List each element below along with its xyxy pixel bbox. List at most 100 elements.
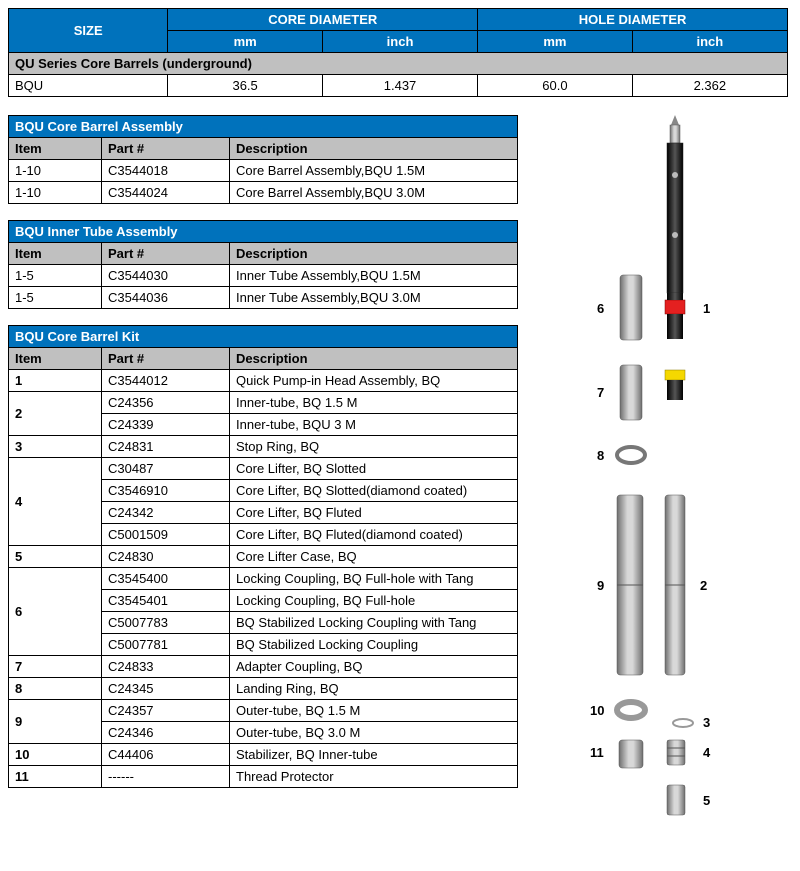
cell-part: C24357 <box>102 700 230 722</box>
cell-desc: Quick Pump-in Head Assembly, BQ <box>230 370 518 392</box>
cell-item: 2 <box>9 392 102 436</box>
col-header: Part # <box>102 138 230 160</box>
diagram-label-9: 9 <box>597 578 604 593</box>
cell-part: C5001509 <box>102 524 230 546</box>
cell-item: 7 <box>9 656 102 678</box>
cell-desc: Core Lifter, BQ Slotted <box>230 458 518 480</box>
cell: Core Barrel Assembly,BQU 1.5M <box>230 160 518 182</box>
table-row: 4C30487Core Lifter, BQ Slotted <box>9 458 518 480</box>
diagram-label-8: 8 <box>597 448 604 463</box>
table-row: 8C24345Landing Ring, BQ <box>9 678 518 700</box>
diagram-label-1: 1 <box>703 301 710 316</box>
cell-desc: Locking Coupling, BQ Full-hole with Tang <box>230 568 518 590</box>
cell-desc: Inner-tube, BQU 3 M <box>230 414 518 436</box>
cell-item: 9 <box>9 700 102 744</box>
cell: Inner Tube Assembly,BQU 1.5M <box>230 265 518 287</box>
table-row: 2C24356Inner-tube, BQ 1.5 M <box>9 392 518 414</box>
cell-hole-in: 2.362 <box>632 75 787 97</box>
cell-desc: Core Lifter, BQ Fluted(diamond coated) <box>230 524 518 546</box>
table-row: 6C3545400Locking Coupling, BQ Full-hole … <box>9 568 518 590</box>
diagram-label-2: 2 <box>700 578 707 593</box>
parts-table-0: BQU Core Barrel AssemblyItemPart #Descri… <box>8 115 518 204</box>
cell-part: C24346 <box>102 722 230 744</box>
hdr-size: SIZE <box>9 9 168 53</box>
hdr-hole-mm: mm <box>478 31 633 53</box>
cell-desc: BQ Stabilized Locking Coupling with Tang <box>230 612 518 634</box>
col-header: Item <box>9 243 102 265</box>
cell-name: BQU <box>9 75 168 97</box>
col-header: Description <box>230 348 518 370</box>
cell-hole-mm: 60.0 <box>478 75 633 97</box>
cell-part: C3546910 <box>102 480 230 502</box>
table-title: BQU Core Barrel Assembly <box>9 116 518 138</box>
cell: C3544024 <box>102 182 230 204</box>
cell: C3544018 <box>102 160 230 182</box>
table-row: 3C24831Stop Ring, BQ <box>9 436 518 458</box>
cell-desc: BQ Stabilized Locking Coupling <box>230 634 518 656</box>
table-row: 1-5C3544036Inner Tube Assembly,BQU 3.0M <box>9 287 518 309</box>
cell-desc: Stabilizer, BQ Inner-tube <box>230 744 518 766</box>
cell-desc: Core Lifter, BQ Slotted(diamond coated) <box>230 480 518 502</box>
diagram-label-3: 3 <box>703 715 710 730</box>
cell-item: 8 <box>9 678 102 700</box>
cell-part: C24833 <box>102 656 230 678</box>
cell-desc: Outer-tube, BQ 1.5 M <box>230 700 518 722</box>
parts-table-2: BQU Core Barrel KitItemPart #Description… <box>8 325 518 788</box>
cell-item: 6 <box>9 568 102 656</box>
col-header: Item <box>9 348 102 370</box>
cell-part: C24342 <box>102 502 230 524</box>
exploded-diagram: 1 2 3 4 5 6 7 8 9 10 11 <box>538 115 792 858</box>
table-row: 1-10C3544024Core Barrel Assembly,BQU 3.0… <box>9 182 518 204</box>
cell-desc: Stop Ring, BQ <box>230 436 518 458</box>
cell-desc: Adapter Coupling, BQ <box>230 656 518 678</box>
cell-part: ------ <box>102 766 230 788</box>
section-title: QU Series Core Barrels (underground) <box>9 53 788 75</box>
cell: C3544036 <box>102 287 230 309</box>
hdr-hole-in: inch <box>632 31 787 53</box>
cell-part: C24339 <box>102 414 230 436</box>
cell-item: 3 <box>9 436 102 458</box>
cell-core-mm: 36.5 <box>168 75 323 97</box>
cell-part: C24831 <box>102 436 230 458</box>
cell-part: C24830 <box>102 546 230 568</box>
cell-part: C44406 <box>102 744 230 766</box>
col-header: Part # <box>102 243 230 265</box>
diagram-label-4: 4 <box>703 745 711 760</box>
table-row: 1-10C3544018Core Barrel Assembly,BQU 1.5… <box>9 160 518 182</box>
cell: Inner Tube Assembly,BQU 3.0M <box>230 287 518 309</box>
hdr-hole: HOLE DIAMETER <box>478 9 788 31</box>
table-row: 5C24830Core Lifter Case, BQ <box>9 546 518 568</box>
cell-part: C5007783 <box>102 612 230 634</box>
cell-part: C3544012 <box>102 370 230 392</box>
cell-item: 10 <box>9 744 102 766</box>
diagram-label-6: 6 <box>597 301 604 316</box>
cell-desc: Core Lifter, BQ Fluted <box>230 502 518 524</box>
table-row: 7C24833Adapter Coupling, BQ <box>9 656 518 678</box>
hdr-core-in: inch <box>322 31 477 53</box>
col-header: Description <box>230 138 518 160</box>
cell: 1-5 <box>9 287 102 309</box>
table-title: BQU Core Barrel Kit <box>9 326 518 348</box>
cell-item: 4 <box>9 458 102 546</box>
cell-item: 11 <box>9 766 102 788</box>
cell: 1-10 <box>9 182 102 204</box>
cell-desc: Landing Ring, BQ <box>230 678 518 700</box>
cell-part: C24345 <box>102 678 230 700</box>
cell-desc: Locking Coupling, BQ Full-hole <box>230 590 518 612</box>
cell-part: C5007781 <box>102 634 230 656</box>
cell-item: 5 <box>9 546 102 568</box>
cell: 1-5 <box>9 265 102 287</box>
cell-desc: Thread Protector <box>230 766 518 788</box>
cell-item: 1 <box>9 370 102 392</box>
diagram-label-7: 7 <box>597 385 604 400</box>
col-header: Description <box>230 243 518 265</box>
cell: Core Barrel Assembly,BQU 3.0M <box>230 182 518 204</box>
cell: C3544030 <box>102 265 230 287</box>
diagram-label-11: 11 <box>590 745 604 760</box>
hdr-core-mm: mm <box>168 31 323 53</box>
table-title: BQU Inner Tube Assembly <box>9 221 518 243</box>
table-row: 1-5C3544030Inner Tube Assembly,BQU 1.5M <box>9 265 518 287</box>
cell-desc: Core Lifter Case, BQ <box>230 546 518 568</box>
cell-part: C3545401 <box>102 590 230 612</box>
cell-part: C30487 <box>102 458 230 480</box>
